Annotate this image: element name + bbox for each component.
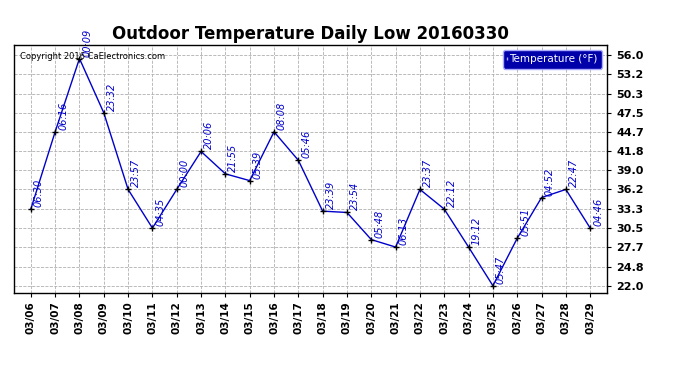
Text: 05:39: 05:39: [253, 150, 263, 178]
Legend: Temperature (°F): Temperature (°F): [503, 50, 602, 69]
Text: 21:55: 21:55: [228, 144, 238, 172]
Text: 04:46: 04:46: [593, 198, 603, 226]
Text: 06:16: 06:16: [58, 102, 68, 130]
Text: 23:39: 23:39: [326, 181, 335, 209]
Text: 23:57: 23:57: [131, 159, 141, 188]
Text: 08:08: 08:08: [277, 102, 287, 130]
Title: Outdoor Temperature Daily Low 20160330: Outdoor Temperature Daily Low 20160330: [112, 26, 509, 44]
Text: 23:32: 23:32: [107, 82, 117, 111]
Text: 20:06: 20:06: [204, 121, 214, 149]
Text: 05:48: 05:48: [374, 209, 384, 238]
Text: 06:30: 06:30: [34, 179, 43, 207]
Text: 05:47: 05:47: [496, 255, 506, 284]
Text: 22:12: 22:12: [447, 179, 457, 207]
Text: 06:13: 06:13: [399, 217, 408, 245]
Text: 00:00: 00:00: [179, 159, 190, 188]
Text: 22:47: 22:47: [569, 159, 579, 188]
Text: 00:09: 00:09: [82, 28, 92, 57]
Text: Copyright 2016 CaElectronics.com: Copyright 2016 CaElectronics.com: [20, 53, 165, 62]
Text: 04:52: 04:52: [544, 167, 555, 195]
Text: 19:12: 19:12: [471, 217, 482, 245]
Text: 05:46: 05:46: [302, 130, 311, 158]
Text: 23:54: 23:54: [350, 182, 360, 210]
Text: 04:35: 04:35: [155, 198, 166, 226]
Text: 23:37: 23:37: [423, 159, 433, 188]
Text: 05:51: 05:51: [520, 208, 530, 236]
